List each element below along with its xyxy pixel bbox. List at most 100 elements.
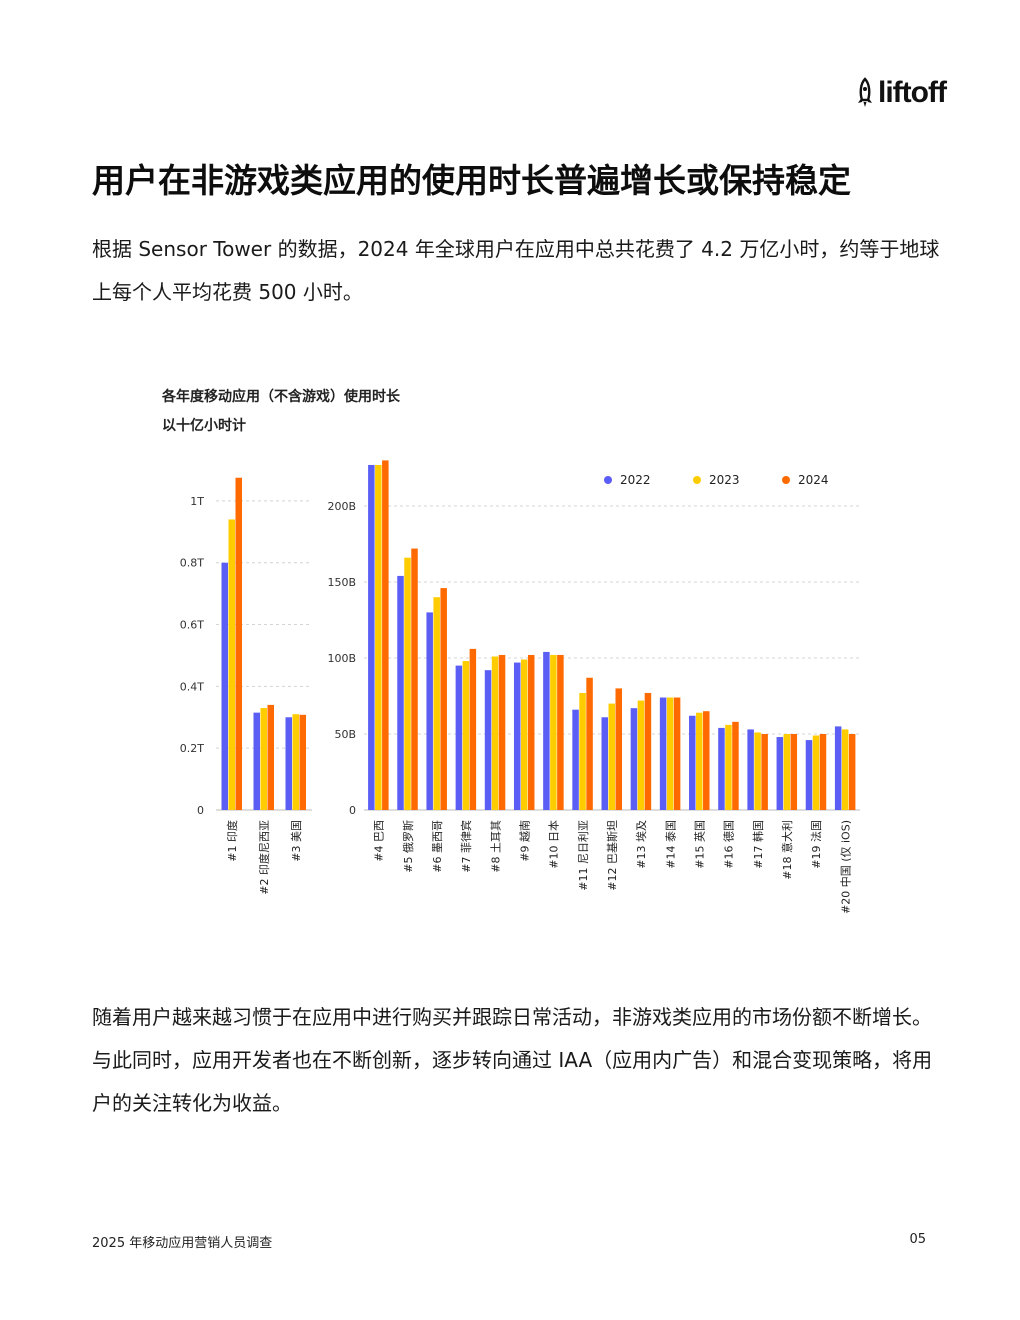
brand-name: liftoff xyxy=(878,76,947,109)
legend-marker xyxy=(604,476,612,484)
chart-left-panel: 0 0.2T 0.4T 0.6T 0.8T 1T #1 印度 #2 印度尼西亚 #3 美国 xyxy=(180,477,312,895)
right-chart-bar xyxy=(368,464,375,810)
right-chart-bar xyxy=(761,734,768,810)
right-chart-bar xyxy=(718,727,725,810)
rocket-icon xyxy=(858,77,872,107)
right-chart-y-tick-label: 0 xyxy=(349,804,356,817)
legend-marker xyxy=(782,476,790,484)
right-chart-category-label: #5 俄罗斯 xyxy=(402,820,415,873)
right-chart-bar xyxy=(644,692,652,810)
left-chart-bar xyxy=(253,712,260,810)
right-chart-category-label: #20 中国 (仅 iOS) xyxy=(839,820,852,914)
right-chart-bar xyxy=(433,597,440,810)
right-chart-bar xyxy=(666,697,674,810)
right-chart-bar xyxy=(754,732,761,810)
right-chart-bar xyxy=(462,661,470,810)
right-chart-bar xyxy=(513,662,521,810)
right-chart-bar xyxy=(819,734,827,810)
left-chart-bar xyxy=(292,714,299,810)
right-chart-bar xyxy=(703,711,710,810)
right-chart-y-tick-label: 150B xyxy=(327,576,356,589)
right-chart-category-label: #10 日本 xyxy=(547,820,561,869)
left-chart-bar xyxy=(267,704,274,810)
usage-chart: 各年度移动应用（不含游戏）使用时长 以十亿小时计 0 0.2T 0.4T 0.6T 0.… xyxy=(161,388,860,914)
brand-logo: liftoff xyxy=(856,76,947,110)
right-chart-bar xyxy=(732,721,739,810)
chart-legend: 2022 2023 2024 xyxy=(604,473,829,487)
right-chart-bar xyxy=(527,654,535,810)
right-chart-y-tick-label: 50B xyxy=(334,728,356,741)
left-chart-bar xyxy=(235,477,242,810)
left-chart-category-label: #3 美国 xyxy=(290,820,303,862)
left-chart-y-tick-label: 0 xyxy=(197,804,204,817)
right-chart-category-label: #14 泰国 xyxy=(663,820,677,869)
left-chart-y-tick-label: 0.4T xyxy=(180,680,204,693)
intro-paragraph: 根据 Sensor Tower 的数据，2024 年全球用户在应用中总共花费了 … xyxy=(92,237,940,304)
right-chart-bar xyxy=(812,735,820,810)
right-chart-bar xyxy=(469,648,477,810)
right-chart-bar xyxy=(484,670,492,810)
right-chart-bar xyxy=(834,726,842,810)
left-chart-bar xyxy=(285,717,292,810)
legend-marker xyxy=(693,476,701,484)
right-chart-bar xyxy=(543,651,550,810)
right-chart-bar xyxy=(783,734,791,810)
right-chart-bar xyxy=(747,729,754,810)
left-chart-bar xyxy=(299,714,306,810)
right-chart-bar xyxy=(601,717,608,810)
right-chart-y-tick-label: 100B xyxy=(327,652,356,665)
right-chart-bar xyxy=(440,588,447,810)
right-chart-category-label: #4 巴西 xyxy=(373,820,386,862)
right-chart-bar xyxy=(630,708,638,810)
right-chart-category-label: #6 墨西哥 xyxy=(431,820,444,873)
right-chart-bar xyxy=(615,688,622,810)
right-chart-bar xyxy=(689,715,696,810)
page-title: 用户在非游戏类应用的使用时长普遍增长或保持稳定 xyxy=(92,161,851,200)
left-chart-y-tick-label: 1T xyxy=(190,495,204,508)
right-chart-bar xyxy=(491,656,499,810)
right-chart-y-tick-label: 200B xyxy=(327,500,356,513)
chart-subtitle: 以十亿小时计 xyxy=(162,417,246,434)
right-chart-bar xyxy=(572,709,579,810)
left-chart-y-tick-label: 0.8T xyxy=(180,557,204,570)
right-chart-category-label: #16 德国 xyxy=(722,820,736,869)
right-chart-category-label: #19 法国 xyxy=(809,820,823,869)
page-number: 05 xyxy=(909,1232,926,1247)
right-chart-bar xyxy=(411,548,418,810)
right-chart-bar xyxy=(579,692,586,810)
right-chart-category-label: #9 越南 xyxy=(517,820,531,862)
right-chart-category-label: #13 埃及 xyxy=(634,820,648,869)
usage-chart-figure: 各年度移动应用（不含游戏）使用时长 以十亿小时计 0 0.2T 0.4T 0.6T 0.… xyxy=(0,370,1020,950)
right-chart-bar xyxy=(805,740,813,810)
right-chart-bar xyxy=(696,712,703,810)
right-chart-bar xyxy=(848,734,856,810)
right-chart-category-label: #17 韩国 xyxy=(751,820,765,869)
left-chart-bar xyxy=(221,562,228,810)
right-chart-bar xyxy=(557,654,564,810)
right-chart-bar xyxy=(673,697,681,810)
right-chart-category-label: #15 英国 xyxy=(693,820,707,869)
right-chart-bar xyxy=(397,575,404,810)
right-chart-bar xyxy=(550,654,557,810)
right-chart-bar xyxy=(382,460,389,810)
left-chart-y-tick-label: 0.2T xyxy=(180,742,204,755)
right-chart-bar xyxy=(637,700,645,810)
chart-title: 各年度移动应用（不含游戏）使用时长 xyxy=(161,388,401,405)
right-chart-bar xyxy=(790,734,798,810)
right-chart-bar xyxy=(608,703,615,810)
left-chart-category-label: #1 印度 xyxy=(225,820,239,862)
right-chart-bar xyxy=(498,654,506,810)
right-chart-bar xyxy=(520,659,528,810)
right-chart-category-label: #12 巴基斯坦 xyxy=(605,820,619,891)
outro-paragraph: 随着用户越来越习惯于在应用中进行购买并跟踪日常活动，非游戏类应用的市场份额不断增… xyxy=(92,1005,933,1115)
right-chart-bar xyxy=(725,724,732,810)
left-chart-bar xyxy=(228,519,235,810)
legend-label: 2023 xyxy=(709,473,740,487)
right-chart-bar xyxy=(375,464,382,810)
right-chart-category-label: #8 土耳其 xyxy=(489,820,502,873)
right-chart-bar xyxy=(841,729,849,810)
footer-report-title: 2025 年移动应用营销人员调查 xyxy=(92,1236,273,1251)
right-chart-bar xyxy=(776,737,784,810)
right-chart-bar xyxy=(586,677,593,810)
left-chart-y-tick-label: 0.6T xyxy=(180,619,204,632)
